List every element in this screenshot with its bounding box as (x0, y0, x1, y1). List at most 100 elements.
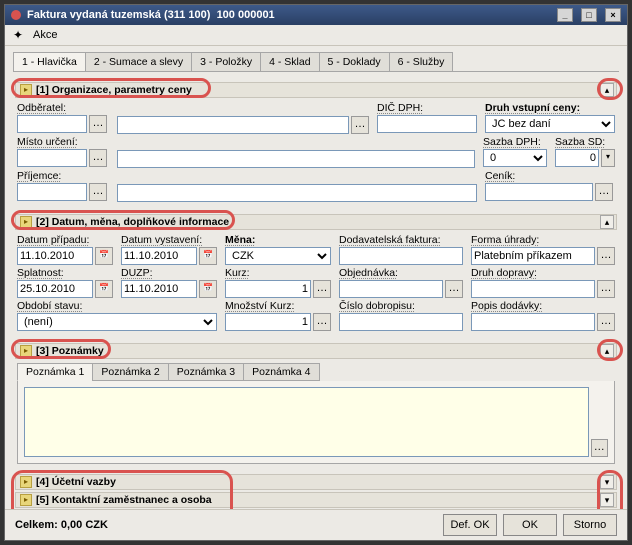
label-duzp: DUZP: (121, 267, 217, 279)
dic-field[interactable] (377, 115, 477, 133)
popis-field[interactable] (471, 313, 595, 331)
tab-sluzby[interactable]: 6 - Služby (389, 52, 454, 71)
label-kurz: Kurz: (225, 267, 331, 279)
label-dod-fak: Dodavatelská faktura: (339, 234, 463, 246)
misto-code[interactable] (17, 149, 87, 167)
prijemce-name[interactable] (117, 184, 477, 202)
maximize-button[interactable]: □ (581, 8, 597, 22)
minimize-button[interactable]: _ (557, 8, 573, 22)
defok-button[interactable]: Def. OK (443, 514, 497, 536)
folder-icon: ▸ (20, 345, 32, 357)
collapse-button[interactable]: ▴ (600, 83, 614, 97)
druh-select[interactable]: JC bez daní (485, 115, 615, 133)
druh-dop-lookup[interactable]: … (597, 280, 615, 298)
subtab-poznamka1[interactable]: Poznámka 1 (17, 363, 93, 381)
datum-vys-field[interactable] (121, 247, 197, 265)
poznamka-textarea[interactable] (24, 387, 589, 457)
section5-header[interactable]: ▸[5] Kontaktní zaměstnanec a osoba▾ (15, 492, 617, 508)
forma-lookup[interactable]: … (597, 247, 615, 265)
label-mnoz: Množství Kurz: (225, 300, 331, 312)
section1-title: [1] Organizace, parametry ceny (36, 84, 192, 96)
poznamka-lookup[interactable]: … (591, 439, 608, 457)
label-dobropis: Číslo dobropisu: (339, 300, 463, 312)
menu-akce[interactable]: Akce (33, 29, 57, 41)
label-objed: Objednávka: (339, 267, 463, 279)
folder-icon: ▸ (20, 84, 32, 96)
close-button[interactable]: × (605, 8, 621, 22)
sazba-sd-spin[interactable]: ▾ (601, 149, 615, 167)
kurz-lookup[interactable]: … (313, 280, 331, 298)
cenik-lookup[interactable]: … (595, 183, 613, 201)
prijemce-code[interactable] (17, 183, 87, 201)
druh-dop-field[interactable] (471, 280, 595, 298)
misto-lookup[interactable]: … (89, 149, 107, 167)
splat-cal[interactable]: 📅 (95, 280, 113, 298)
label-cenik: Ceník: (485, 170, 615, 182)
dobropis-field[interactable] (339, 313, 463, 331)
datum-vys-cal[interactable]: 📅 (199, 247, 217, 265)
tab-sklad[interactable]: 4 - Sklad (260, 52, 319, 71)
section1-header[interactable]: ▸ [1] Organizace, parametry ceny ▴ (15, 82, 617, 98)
ok-button[interactable]: OK (503, 514, 557, 536)
odberatel-name[interactable] (117, 116, 349, 134)
label-druh-dop: Druh dopravy: (471, 267, 615, 279)
kurz-field[interactable] (225, 280, 311, 298)
section4-header[interactable]: ▸ [4] Účetní vazby ▾ (15, 474, 617, 490)
action-icon: ✦ (11, 28, 25, 42)
cenik-field[interactable] (485, 183, 593, 201)
sazba-dph-select[interactable]: 0 (483, 149, 547, 167)
label-obdobi: Období stavu: (17, 300, 217, 312)
duzp-field[interactable] (121, 280, 197, 298)
odberatel-code[interactable] (17, 115, 87, 133)
splat-field[interactable] (17, 280, 93, 298)
folder-icon: ▸ (20, 216, 32, 228)
duzp-cal[interactable]: 📅 (199, 280, 217, 298)
subtab-poznamka2[interactable]: Poznámka 2 (92, 363, 168, 381)
prijemce-lookup[interactable]: … (89, 183, 107, 201)
expand-button[interactable]: ▾ (600, 475, 614, 489)
tab-sumace[interactable]: 2 - Sumace a slevy (85, 52, 192, 71)
footer: Celkem: 0,00 CZK Def. OK OK Storno (5, 509, 627, 540)
main-tabs: 1 - Hlavička 2 - Sumace a slevy 3 - Polo… (13, 52, 619, 72)
expand-button[interactable]: ▾ (600, 493, 614, 507)
odberatel-lookup[interactable]: … (89, 115, 107, 133)
label-druh: Druh vstupní ceny: (485, 102, 615, 114)
obdobi-select[interactable]: (není) (17, 313, 217, 331)
label-splat: Splatnost: (17, 267, 113, 279)
objed-field[interactable] (339, 280, 443, 298)
mnoz-field[interactable] (225, 313, 311, 331)
label-forma: Forma úhrady: (471, 234, 615, 246)
label-mena: Měna: (225, 234, 331, 246)
popis-lookup[interactable]: … (597, 313, 615, 331)
total-label: Celkem: 0,00 CZK (15, 519, 108, 531)
section2-header[interactable]: ▸ [2] Datum, měna, doplňkové informace ▴ (15, 214, 617, 230)
mena-select[interactable]: CZK (225, 247, 331, 265)
collapse-button[interactable]: ▴ (600, 344, 614, 358)
subtab-poznamka3[interactable]: Poznámka 3 (168, 363, 244, 381)
datum-prip-cal[interactable]: 📅 (95, 247, 113, 265)
tab-polozky[interactable]: 3 - Položky (191, 52, 261, 71)
sazba-sd-field[interactable] (555, 149, 599, 167)
objed-lookup[interactable]: … (445, 280, 463, 298)
section3-header[interactable]: ▸ [3] Poznámky ▴ (15, 343, 617, 359)
misto-name[interactable] (117, 150, 475, 168)
datum-prip-field[interactable] (17, 247, 93, 265)
menubar: ✦ Akce (5, 25, 627, 46)
section4-title: [4] Účetní vazby (36, 476, 116, 488)
label-odberatel: Odběratel: (17, 102, 109, 114)
subtab-poznamka4[interactable]: Poznámka 4 (243, 363, 319, 381)
label-misto: Místo určení: (17, 136, 109, 148)
mnoz-lookup[interactable]: … (313, 313, 331, 331)
folder-icon: ▸ (20, 476, 32, 488)
tab-hlavicka[interactable]: 1 - Hlavička (13, 52, 86, 71)
label-datum-prip: Datum případu: (17, 234, 113, 246)
collapse-button[interactable]: ▴ (600, 215, 614, 229)
forma-field[interactable] (471, 247, 595, 265)
tab-doklady[interactable]: 5 - Doklady (319, 52, 390, 71)
odberatel-lookup2[interactable]: … (351, 116, 369, 134)
storno-button[interactable]: Storno (563, 514, 617, 536)
folder-icon: ▸ (20, 494, 32, 506)
label-sazba-sd: Sazba SD: (555, 136, 615, 148)
dod-fak-field[interactable] (339, 247, 463, 265)
label-dic: DIČ DPH: (377, 102, 477, 114)
